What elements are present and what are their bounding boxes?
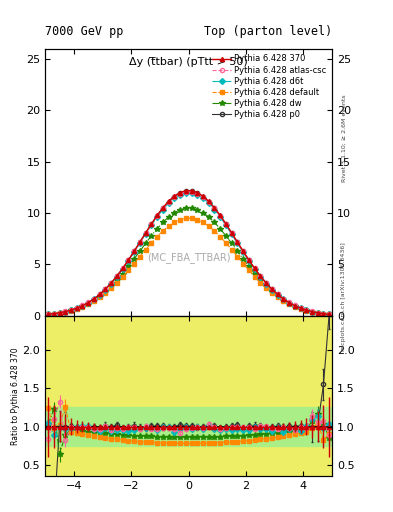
Text: (MC_FBA_TTBAR): (MC_FBA_TTBAR) (147, 251, 230, 263)
Text: 7000 GeV pp: 7000 GeV pp (45, 26, 123, 38)
Text: Rivet 3.1.10; ≥ 2.6M events: Rivet 3.1.10; ≥ 2.6M events (342, 94, 346, 182)
Text: Top (parton level): Top (parton level) (204, 26, 332, 38)
Legend: Pythia 6.428 370, Pythia 6.428 atlas-csc, Pythia 6.428 d6t, Pythia 6.428 default: Pythia 6.428 370, Pythia 6.428 atlas-csc… (211, 53, 328, 120)
Text: mcplots.cern.ch [arXiv:1306.3436]: mcplots.cern.ch [arXiv:1306.3436] (342, 243, 346, 351)
Text: Δy (t̅tbar) (pTtt > 50): Δy (t̅tbar) (pTtt > 50) (129, 57, 248, 67)
Y-axis label: Ratio to Pythia 6.428 370: Ratio to Pythia 6.428 370 (11, 347, 20, 445)
